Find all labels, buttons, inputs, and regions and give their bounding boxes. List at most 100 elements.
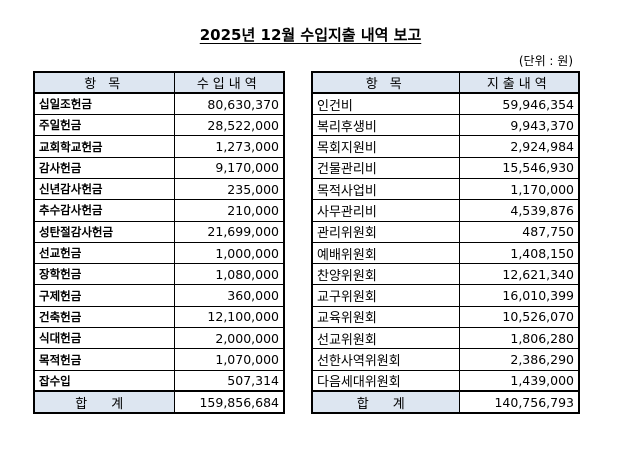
expense-row: 건물관리비 15,546,930 <box>311 156 580 179</box>
income-total-row: 합 계 159,856,684 <box>33 390 285 414</box>
expense-item-name: 교구위원회 <box>311 284 460 307</box>
expense-item-name: 찬양위원회 <box>311 263 460 286</box>
expense-row: 다음세대위원회 1,439,000 <box>311 369 580 392</box>
income-item-name: 추수감사헌금 <box>33 199 175 222</box>
income-item-name: 잡수입 <box>33 369 175 392</box>
expense-table: 항 목 지출내역 인건비 59,946,354 복리후생비 9,943,370 목회… <box>311 71 580 414</box>
income-item-amount: 9,170,000 <box>173 156 285 179</box>
expense-item-amount: 12,621,340 <box>458 263 580 286</box>
income-header-item: 항 목 <box>33 71 175 95</box>
expense-item-name: 복리후생비 <box>311 114 460 137</box>
income-item-amount: 235,000 <box>173 177 285 201</box>
income-item-name: 건축헌금 <box>33 305 175 329</box>
income-item-amount: 1,000,000 <box>173 241 285 265</box>
income-total-amount: 159,856,684 <box>173 390 285 414</box>
expense-item-name: 예배위원회 <box>311 241 460 265</box>
income-row: 장학헌금 1,080,000 <box>33 263 285 286</box>
expense-item-amount: 1,806,280 <box>458 327 580 350</box>
income-row: 선교헌금 1,000,000 <box>33 241 285 265</box>
income-item-name: 신년감사헌금 <box>33 177 175 201</box>
expense-row: 교육위원회 10,526,070 <box>311 305 580 329</box>
income-row: 잡수입 507,314 <box>33 369 285 392</box>
income-item-name: 식대헌금 <box>33 327 175 350</box>
expense-row: 목회지원비 2,924,984 <box>311 135 580 158</box>
expense-item-name: 건물관리비 <box>311 156 460 179</box>
report-title: 2025년 12월 수입지출 내역 보고 <box>0 24 621 45</box>
income-row: 교회학교헌금 1,273,000 <box>33 135 285 158</box>
income-item-amount: 12,100,000 <box>173 305 285 329</box>
income-row: 추수감사헌금 210,000 <box>33 199 285 222</box>
income-item-name: 감사헌금 <box>33 156 175 179</box>
income-total-label: 합 계 <box>33 390 175 414</box>
income-item-name: 주일헌금 <box>33 114 175 137</box>
expense-item-name: 다음세대위원회 <box>311 369 460 392</box>
expense-item-name: 목회지원비 <box>311 135 460 158</box>
expense-item-name: 사무관리비 <box>311 199 460 222</box>
expense-row: 인건비 59,946,354 <box>311 92 580 116</box>
income-row: 주일헌금 28,522,000 <box>33 114 285 137</box>
expense-item-amount: 1,439,000 <box>458 369 580 392</box>
expense-item-amount: 15,546,930 <box>458 156 580 179</box>
expense-row: 목적사업비 1,170,000 <box>311 177 580 201</box>
expense-row: 선교위원회 1,806,280 <box>311 327 580 350</box>
expense-item-name: 선교위원회 <box>311 327 460 350</box>
expense-item-amount: 1,408,150 <box>458 241 580 265</box>
income-header-row: 항 목 수입내역 <box>33 71 285 95</box>
income-item-amount: 1,070,000 <box>173 348 285 371</box>
income-item-name: 선교헌금 <box>33 241 175 265</box>
expense-item-amount: 59,946,354 <box>458 92 580 116</box>
income-item-amount: 507,314 <box>173 369 285 392</box>
income-item-name: 목적헌금 <box>33 348 175 371</box>
expense-item-amount: 10,526,070 <box>458 305 580 329</box>
expense-item-amount: 1,170,000 <box>458 177 580 201</box>
expense-header-amount: 지출내역 <box>458 71 580 95</box>
expense-item-name: 선한사역위원회 <box>311 348 460 371</box>
expense-item-amount: 2,386,290 <box>458 348 580 371</box>
income-row: 감사헌금 9,170,000 <box>33 156 285 179</box>
expense-row: 선한사역위원회 2,386,290 <box>311 348 580 371</box>
expense-total-amount: 140,756,793 <box>458 390 580 414</box>
income-item-amount: 210,000 <box>173 199 285 222</box>
income-item-amount: 21,699,000 <box>173 220 285 243</box>
unit-note: (단위 : 원) <box>518 54 573 68</box>
expense-row: 찬양위원회 12,621,340 <box>311 263 580 286</box>
expense-item-name: 관리위원회 <box>311 220 460 243</box>
income-row: 십일조헌금 80,630,370 <box>33 92 285 116</box>
income-item-amount: 28,522,000 <box>173 114 285 137</box>
income-row: 식대헌금 2,000,000 <box>33 327 285 350</box>
income-item-amount: 1,273,000 <box>173 135 285 158</box>
income-item-amount: 360,000 <box>173 284 285 307</box>
expense-row: 관리위원회 487,750 <box>311 220 580 243</box>
expense-item-name: 교육위원회 <box>311 305 460 329</box>
income-row: 신년감사헌금 235,000 <box>33 177 285 201</box>
expense-total-row: 합 계 140,756,793 <box>311 390 580 414</box>
expense-item-amount: 9,943,370 <box>458 114 580 137</box>
income-item-name: 구제헌금 <box>33 284 175 307</box>
income-table: 항 목 수입내역 십일조헌금 80,630,370 주일헌금 28,522,000 … <box>33 71 285 414</box>
expense-header-row: 항 목 지출내역 <box>311 71 580 95</box>
expense-total-label: 합 계 <box>311 390 460 414</box>
report-title-text: 2025년 12월 수입지출 내역 보고 <box>199 26 422 44</box>
income-header-amount: 수입내역 <box>173 71 285 95</box>
expense-item-amount: 2,924,984 <box>458 135 580 158</box>
expense-item-amount: 4,539,876 <box>458 199 580 222</box>
expense-row: 예배위원회 1,408,150 <box>311 241 580 265</box>
income-row: 목적헌금 1,070,000 <box>33 348 285 371</box>
income-row: 구제헌금 360,000 <box>33 284 285 307</box>
income-item-amount: 80,630,370 <box>173 92 285 116</box>
expense-item-amount: 16,010,399 <box>458 284 580 307</box>
expense-row: 복리후생비 9,943,370 <box>311 114 580 137</box>
expense-item-amount: 487,750 <box>458 220 580 243</box>
income-item-name: 십일조헌금 <box>33 92 175 116</box>
income-item-name: 성탄절감사헌금 <box>33 220 175 243</box>
income-item-name: 교회학교헌금 <box>33 135 175 158</box>
expense-item-name: 인건비 <box>311 92 460 116</box>
expense-row: 사무관리비 4,539,876 <box>311 199 580 222</box>
expense-header-item: 항 목 <box>311 71 460 95</box>
expense-item-name: 목적사업비 <box>311 177 460 201</box>
income-item-amount: 1,080,000 <box>173 263 285 286</box>
income-row: 건축헌금 12,100,000 <box>33 305 285 329</box>
expense-row: 교구위원회 16,010,399 <box>311 284 580 307</box>
income-row: 성탄절감사헌금 21,699,000 <box>33 220 285 243</box>
income-item-amount: 2,000,000 <box>173 327 285 350</box>
